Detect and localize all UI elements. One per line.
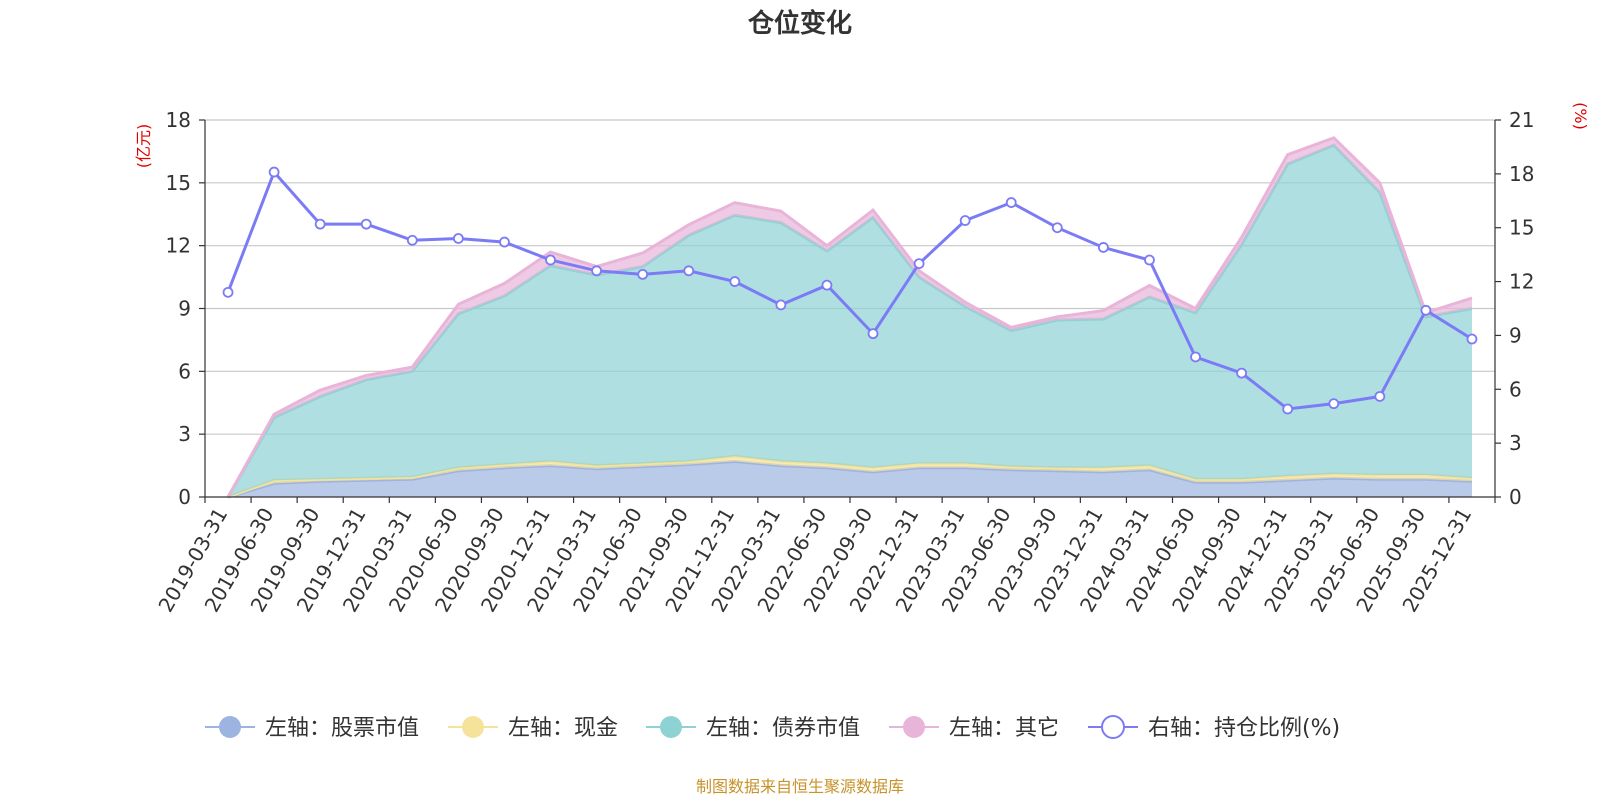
ratio-point[interactable]	[499, 236, 510, 248]
ratio-line-series	[222, 166, 1478, 415]
legend-label: 左轴：股票市值	[265, 716, 419, 741]
ratio-point[interactable]	[1236, 367, 1248, 379]
legend-marker-icon	[660, 716, 682, 738]
ratio-point[interactable]	[775, 299, 787, 311]
source-note: 制图数据来自恒生聚源数据库	[696, 777, 904, 796]
right-axis-tick-label: 9	[1509, 323, 1522, 347]
chart-title: 仓位变化	[747, 8, 852, 39]
ratio-point[interactable]	[452, 233, 464, 244]
left-axis-tick-label: 0	[178, 485, 191, 509]
right-axis-tick-label: 21	[1509, 108, 1534, 132]
x-axis-labels: 2019-03-312019-06-302019-09-302019-12-31…	[153, 503, 1476, 616]
left-axis-unit: (亿元)	[134, 124, 153, 169]
right-axis-tick-label: 18	[1509, 162, 1534, 186]
legend-item[interactable]: 左轴：债券市值	[646, 716, 860, 741]
right-axis-tick-label: 15	[1509, 216, 1534, 240]
area-edge-3	[226, 136, 1473, 498]
legend-label: 左轴：债券市值	[706, 716, 860, 741]
left-axis-tick-label: 18	[166, 108, 191, 132]
right-axis-tick-label: 3	[1509, 431, 1522, 455]
ratio-point[interactable]	[591, 265, 603, 277]
ratio-point[interactable]	[729, 276, 741, 287]
area-0	[228, 461, 1472, 497]
ratio-point[interactable]	[1144, 254, 1155, 266]
ratio-point[interactable]	[1282, 403, 1294, 415]
ratio-point[interactable]	[360, 218, 372, 230]
ratio-point[interactable]	[1420, 304, 1432, 316]
left-axis-tick-label: 3	[178, 422, 191, 446]
axes: 0 3 6 9 12 15 18 0 3 6 9 12 15 18 21	[166, 108, 1535, 509]
legend-marker-icon	[1101, 715, 1125, 739]
legend-label: 左轴：现金	[508, 716, 618, 741]
legend-label: 左轴：其它	[949, 716, 1059, 741]
ratio-point[interactable]	[1097, 242, 1109, 253]
ratio-point[interactable]	[1466, 333, 1478, 345]
ratio-point[interactable]	[959, 215, 971, 226]
ratio-point[interactable]	[637, 268, 649, 280]
legend-marker-icon	[219, 716, 241, 738]
stacked-areas	[226, 136, 1473, 499]
legend-item[interactable]: 左轴：其它	[889, 716, 1059, 741]
right-axis-tick-label: 0	[1509, 485, 1522, 509]
ratio-point[interactable]	[1005, 197, 1017, 208]
legend-item[interactable]: 左轴：现金	[448, 716, 618, 741]
legend-marker-icon	[903, 716, 925, 738]
ratio-point[interactable]	[1190, 351, 1201, 363]
ratio-line	[226, 169, 1473, 411]
legend-label: 右轴：持仓比例(%)	[1148, 716, 1340, 741]
ratio-point[interactable]	[1051, 222, 1063, 234]
ratio-point[interactable]	[268, 166, 280, 178]
ratio-point[interactable]	[222, 286, 234, 298]
ratio-point[interactable]	[314, 218, 326, 230]
left-axis-tick-label: 9	[178, 297, 191, 321]
right-axis-tick-label: 6	[1509, 377, 1522, 401]
ratio-point[interactable]	[1374, 391, 1386, 402]
left-axis-tick-label: 12	[166, 234, 191, 258]
ratio-point[interactable]	[683, 265, 695, 277]
legend-item[interactable]: 右轴：持仓比例(%)	[1088, 715, 1340, 741]
legend-marker-icon	[462, 716, 484, 738]
ratio-point[interactable]	[821, 279, 833, 291]
left-axis-tick-label: 6	[178, 359, 191, 383]
ratio-point[interactable]	[545, 254, 556, 266]
legend-item[interactable]: 左轴：股票市值	[205, 716, 419, 741]
ratio-point[interactable]	[913, 258, 925, 270]
area-2	[228, 145, 1472, 497]
ratio-point[interactable]	[406, 234, 418, 246]
left-axis-tick-label: 15	[166, 171, 191, 195]
legend: 左轴：股票市值 左轴：现金 左轴：债券市值 左轴：其它 右轴：持仓比例(%)	[205, 715, 1340, 741]
ratio-point[interactable]	[1328, 398, 1340, 410]
right-axis-unit: (%)	[1571, 102, 1590, 130]
right-axis-tick-label: 12	[1509, 270, 1534, 294]
ratio-point[interactable]	[867, 328, 879, 340]
